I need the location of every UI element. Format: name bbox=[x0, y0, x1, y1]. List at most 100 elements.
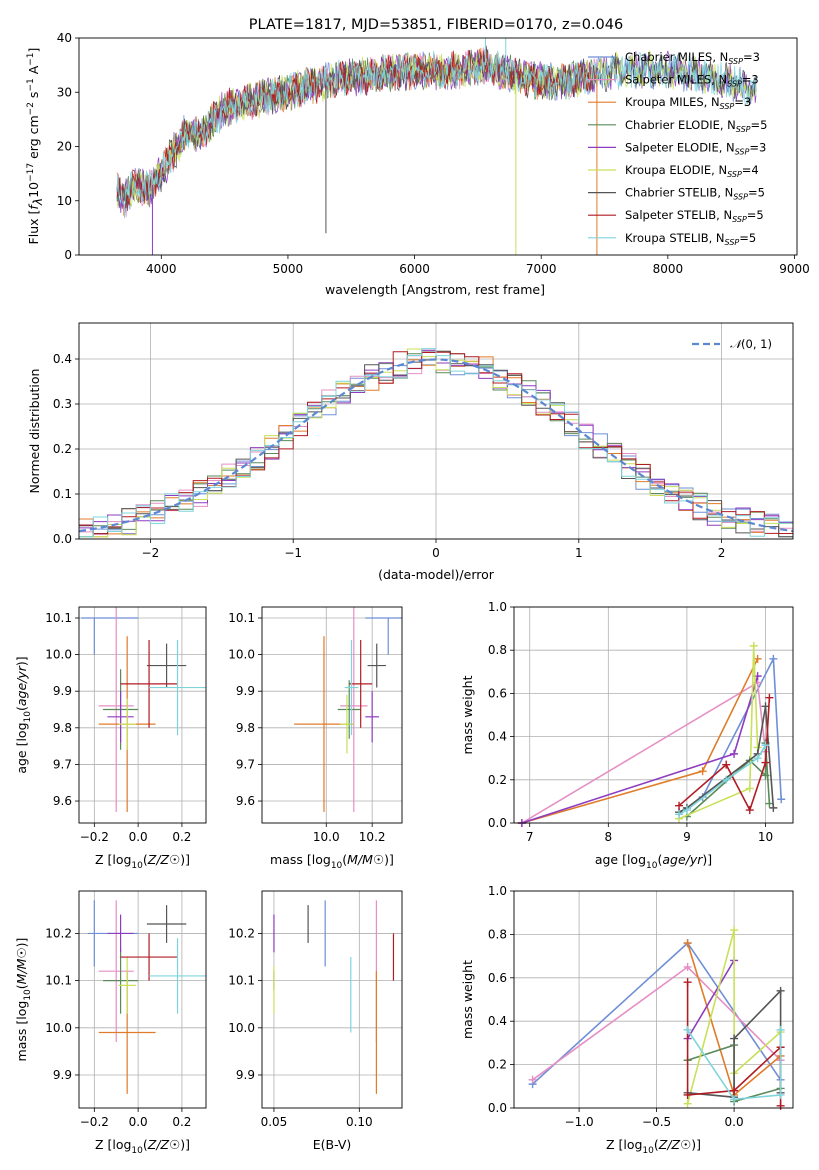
x-axis-label: Z [log10(Z/Z☉)] bbox=[606, 1137, 701, 1156]
data-marker bbox=[769, 803, 778, 812]
data-marker bbox=[761, 758, 770, 767]
series-line bbox=[686, 929, 782, 1104]
data-marker bbox=[745, 784, 754, 793]
data-marker bbox=[749, 641, 758, 650]
x-tick-label: 0.10 bbox=[346, 1115, 373, 1129]
x-axis-label: mass [log10(M/M☉)] bbox=[270, 852, 394, 871]
data-marker bbox=[776, 1101, 785, 1110]
y-axis-label: Flux [fλ10−17 erg cm−2 s−1 A−1] bbox=[26, 48, 45, 245]
y-tick-label: 10.1 bbox=[228, 974, 255, 988]
data-marker bbox=[698, 767, 707, 776]
y-tick-label: 9.9 bbox=[236, 684, 255, 698]
x-tick-label: 2 bbox=[718, 546, 726, 560]
x-tick-label: −1 bbox=[284, 546, 302, 560]
y-axis-label: Normed distribution bbox=[27, 369, 42, 494]
y-tick-label: 9.8 bbox=[236, 721, 255, 735]
panel-mass_vs_Z: −0.2 0.0 0.2 9.9 10.0 10.1 10.2 Z [log10(Z/Z☉)]… bbox=[14, 890, 207, 1156]
series-line bbox=[686, 959, 735, 1040]
x-tick-label: 0.2 bbox=[172, 830, 191, 844]
y-tick-label: 0.0 bbox=[488, 816, 507, 830]
x-axis-label: Z [log10(Z/Z☉)] bbox=[95, 1137, 190, 1156]
data-marker bbox=[682, 806, 691, 815]
legend-label: Kroupa MILES, NSSP=3 bbox=[625, 95, 751, 111]
data-marker bbox=[776, 1025, 785, 1034]
y-tick-label: 0.2 bbox=[488, 1058, 507, 1072]
x-tick-label: −0.2 bbox=[80, 1115, 109, 1129]
x-tick-label: 0.05 bbox=[261, 1115, 288, 1129]
y-tick-label: 9.9 bbox=[53, 684, 72, 698]
y-tick-label: 0.2 bbox=[488, 773, 507, 787]
x-tick-label: 1 bbox=[575, 546, 583, 560]
data-marker bbox=[683, 962, 692, 971]
axes-frame bbox=[513, 606, 794, 824]
y-tick-label: 9.6 bbox=[236, 794, 255, 808]
data-marker bbox=[675, 810, 684, 819]
x-tick-label: 7000 bbox=[526, 262, 557, 276]
x-tick-label: 6000 bbox=[399, 262, 430, 276]
y-tick-label: 0.3 bbox=[53, 397, 72, 411]
panel-age_vs_Z: −0.2 0.0 0.2 9.6 9.7 9.8 9.9 10.0 10.1 Z [log10(Z… bbox=[14, 606, 207, 871]
y-tick-label: 9.7 bbox=[236, 757, 255, 771]
legend-label: Kroupa STELIB, NSSP=5 bbox=[625, 231, 756, 247]
panel-mass_weight_vs_age: 7 8 9 10 0.0 0.2 0.4 0.6 0.8 1.0 age [log10(age/yr… bbox=[460, 600, 794, 871]
y-tick-label: 0.6 bbox=[488, 971, 507, 985]
y-tick-label: 10.2 bbox=[228, 926, 255, 940]
data-marker bbox=[730, 926, 739, 935]
y-tick-label: 0.6 bbox=[488, 686, 507, 700]
data-marker bbox=[776, 1090, 785, 1099]
y-axis-label: mass weight bbox=[460, 675, 475, 754]
axes-frame bbox=[78, 890, 207, 1109]
series-line bbox=[521, 658, 759, 823]
panel-mass_vs_ebv: 0.05 0.10 9.9 10.0 10.1 10.2 E(B-V) bbox=[228, 890, 403, 1152]
x-axis-label: age [log10(age/yr)] bbox=[595, 852, 712, 871]
data-marker bbox=[730, 1095, 739, 1104]
series-line bbox=[686, 1029, 782, 1101]
legend-label: Chabrier MILES, NSSP=3 bbox=[625, 50, 760, 66]
data-marker bbox=[730, 1086, 739, 1095]
y-tick-label: 40 bbox=[57, 31, 72, 45]
y-tick-label: 0 bbox=[64, 248, 72, 262]
data-marker bbox=[745, 806, 754, 815]
x-tick-label: 9 bbox=[683, 830, 691, 844]
data-marker bbox=[722, 760, 731, 769]
x-axis-label: (data-model)/error bbox=[378, 567, 495, 582]
y-tick-label: 0.4 bbox=[488, 730, 507, 744]
legend-label: Chabrier ELODIE, NSSP=5 bbox=[625, 118, 767, 134]
y-tick-label: 9.7 bbox=[53, 757, 72, 771]
data-marker bbox=[528, 1075, 537, 1084]
x-tick-label: 8000 bbox=[653, 262, 684, 276]
data-marker bbox=[683, 939, 692, 948]
axes-frame bbox=[261, 890, 403, 1109]
x-tick-label: 8 bbox=[604, 830, 612, 844]
spectrum-legend: Chabrier MILES, NSSP=3 Salpeter MILES, NS… bbox=[588, 50, 767, 247]
y-tick-label: 9.9 bbox=[53, 1068, 72, 1082]
legend-label: Salpeter MILES, NSSP=3 bbox=[625, 73, 759, 89]
y-tick-label: 10.0 bbox=[228, 648, 255, 662]
y-tick-label: 0.0 bbox=[488, 1101, 507, 1115]
data-marker bbox=[753, 754, 762, 763]
x-tick-label: 0.0 bbox=[725, 1115, 744, 1129]
data-marker bbox=[769, 654, 778, 663]
panel-age_vs_mass: 10.0 10.2 9.6 9.7 9.8 9.9 10.0 10.1 mass [log10(… bbox=[228, 606, 403, 871]
x-tick-label: 0 bbox=[432, 546, 440, 560]
y-tick-label: 20 bbox=[57, 140, 72, 154]
x-tick-label: −0.2 bbox=[80, 830, 109, 844]
x-tick-label: 10 bbox=[758, 830, 773, 844]
y-tick-label: 0.4 bbox=[53, 352, 72, 366]
y-tick-label: 0.0 bbox=[53, 532, 72, 546]
y-tick-label: 10.0 bbox=[45, 1021, 72, 1035]
y-tick-label: 9.9 bbox=[236, 1068, 255, 1082]
data-marker bbox=[730, 749, 739, 758]
x-tick-label: 7 bbox=[526, 830, 534, 844]
panel-residuals: −2 −1 0 1 2 0.0 0.1 0.2 0.3 0.4 𝒩(0, 1) (data-model… bbox=[27, 322, 794, 582]
series-line bbox=[521, 681, 767, 823]
y-tick-label: 1.0 bbox=[488, 884, 507, 898]
legend-label: Salpeter ELODIE, NSSP=3 bbox=[625, 140, 766, 156]
y-tick-label: 0.4 bbox=[488, 1014, 507, 1028]
data-marker bbox=[730, 1034, 739, 1043]
spectrum-line bbox=[116, 50, 757, 218]
y-tick-label: 0.1 bbox=[53, 487, 72, 501]
x-axis-label: Z [log10(Z/Z☉)] bbox=[95, 852, 190, 871]
y-tick-label: 10.0 bbox=[45, 648, 72, 662]
